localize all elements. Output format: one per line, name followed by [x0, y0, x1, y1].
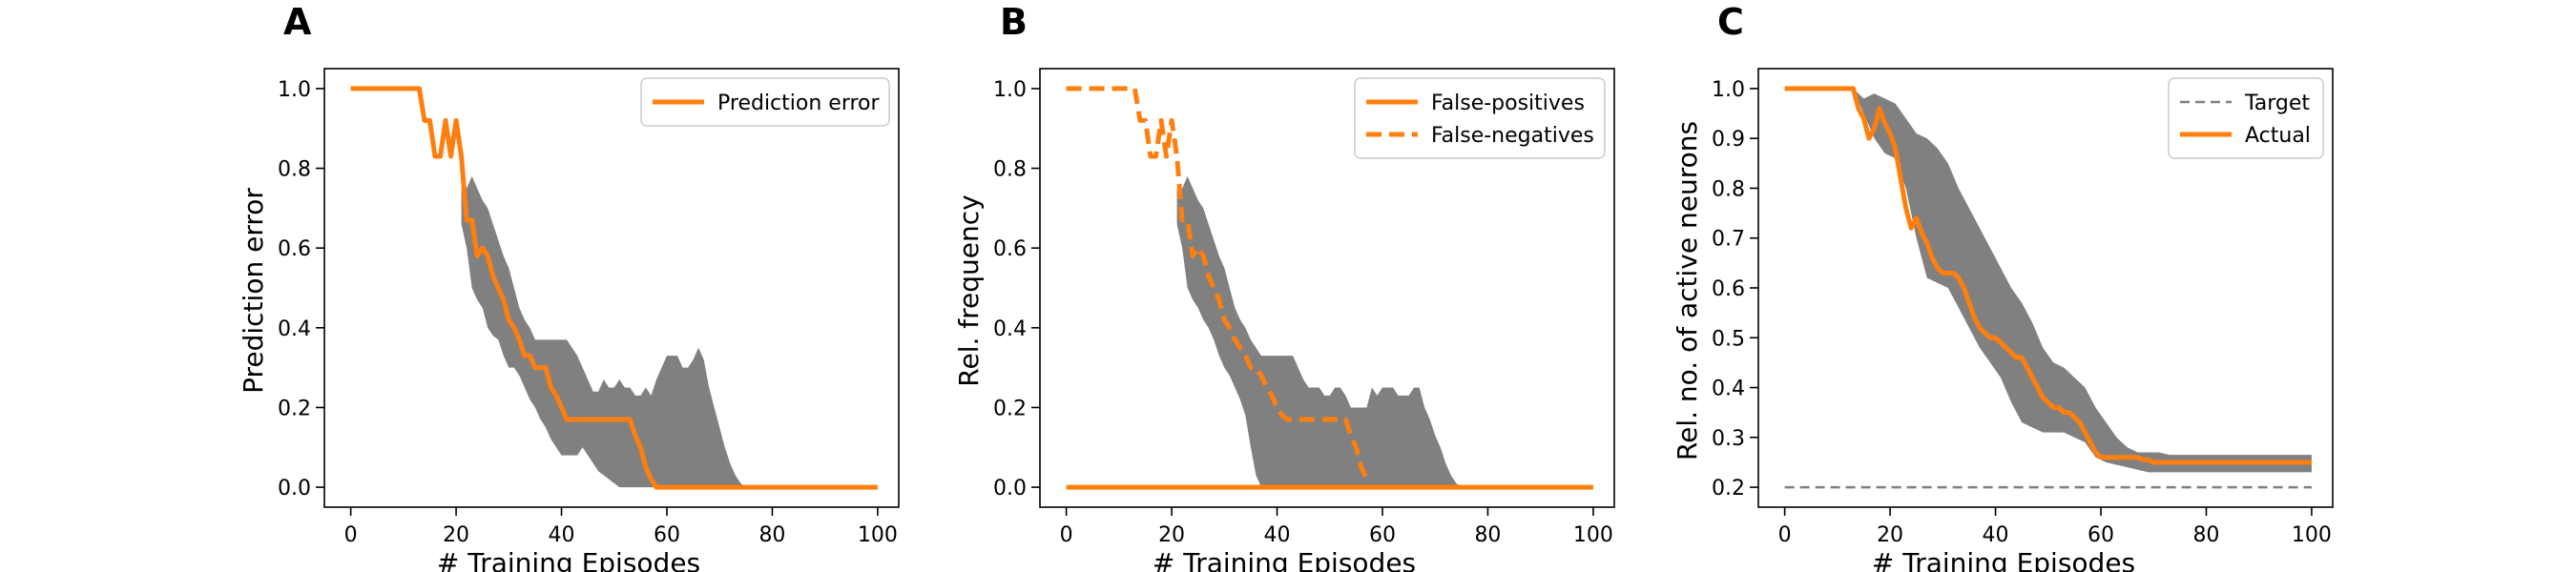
x-tick-label: 80 [2192, 523, 2219, 547]
y-tick-label: 1.0 [1712, 78, 1745, 102]
panel-b: B 0 20 40 60 80 100 0.0 0.2 0.4 0.6 0.8 1.0 False-p… [953, 1, 1615, 572]
x-tick-label: 60 [2088, 523, 2114, 547]
y-tick-label: 0.6 [993, 237, 1027, 261]
y-tick-label: 0.8 [278, 158, 311, 182]
y-tick-label: 0.9 [1712, 128, 1745, 152]
x-axis-label: # Training Episodes [437, 547, 700, 572]
x-axis-label: # Training Episodes [1872, 547, 2135, 572]
x-tick-label: 20 [443, 523, 469, 547]
axes-frame [1039, 68, 1615, 508]
y-tick-label: 0.5 [1712, 327, 1745, 351]
y-tick-label: 0.6 [1712, 277, 1745, 301]
y-tick-label: 0.8 [1712, 177, 1745, 201]
y-tick-label: 0.8 [993, 158, 1027, 182]
series-line-false-negatives [1066, 86, 1369, 480]
y-tick-label: 0.6 [278, 237, 311, 261]
panel-a: A 0 20 40 60 80 100 0.0 0.2 0.4 0.6 0.8 1.0 Predict… [238, 1, 900, 572]
y-tick-label: 0.0 [278, 477, 311, 500]
x-axis-label: # Training Episodes [1153, 547, 1416, 572]
x-tick-label: 80 [1474, 523, 1501, 547]
panel-c: C 0 20 40 60 80 100 0.2 0.3 0.4 0.5 0.6 0.7 0.8 0.9 1.… [1672, 1, 2334, 572]
x-tick-label: 40 [549, 523, 575, 547]
y-axis-label: Prediction error [238, 188, 269, 394]
y-tick-label: 0.4 [993, 317, 1027, 341]
y-tick-label: 1.0 [278, 78, 311, 102]
x-tick-label: 0 [344, 523, 358, 547]
y-tick-label: 0.0 [993, 477, 1027, 500]
x-tick-label: 100 [2292, 523, 2332, 547]
y-tick-label: 0.2 [993, 397, 1027, 420]
x-tick-label: 40 [1983, 523, 2009, 547]
legend-label: Target [2244, 92, 2310, 115]
legend-label: Prediction error [717, 92, 880, 115]
legend-label: False-positives [1431, 92, 1585, 115]
x-tick-label: 20 [1158, 523, 1185, 547]
y-axis-label: Rel. no. of active neurons [1672, 121, 1703, 460]
panel-letter: A [283, 1, 312, 43]
confidence-band [1176, 175, 1593, 488]
y-tick-label: 0.3 [1712, 427, 1745, 451]
legend-box [2168, 77, 2324, 159]
panel-letter: C [1717, 1, 1744, 43]
x-tick-label: 60 [654, 523, 680, 547]
y-tick-label: 1.0 [993, 78, 1027, 102]
legend-box [640, 77, 890, 127]
legend-label: Actual [2245, 124, 2311, 148]
y-axis-label: Rel. frequency [953, 194, 985, 386]
legend-box [1354, 77, 1606, 159]
legend-label: False-negatives [1431, 124, 1594, 148]
y-tick-label: 0.2 [1712, 477, 1745, 500]
x-tick-label: 20 [1877, 523, 1903, 547]
y-tick-label: 0.4 [278, 317, 311, 341]
x-tick-label: 80 [758, 523, 785, 547]
series-line-prediction-error [350, 86, 878, 490]
x-tick-label: 60 [1369, 523, 1396, 547]
axes-frame [323, 68, 900, 508]
y-tick-label: 0.2 [278, 397, 311, 420]
panel-letter: B [1000, 1, 1028, 43]
y-tick-label: 0.4 [1712, 378, 1745, 401]
series-line-actual [1784, 86, 2312, 465]
x-tick-label: 40 [1264, 523, 1291, 547]
x-tick-label: 0 [1778, 523, 1792, 547]
y-tick-label: 0.7 [1712, 228, 1745, 252]
confidence-band [1853, 88, 2312, 473]
x-tick-label: 100 [1573, 523, 1613, 547]
x-tick-label: 0 [1060, 523, 1073, 547]
x-tick-label: 100 [858, 523, 898, 547]
confidence-band [461, 175, 878, 488]
